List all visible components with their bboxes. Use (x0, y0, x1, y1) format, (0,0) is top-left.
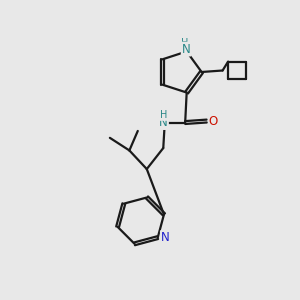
Text: H: H (182, 38, 189, 48)
Text: O: O (209, 115, 218, 128)
Text: N: N (161, 231, 170, 244)
Text: N: N (182, 43, 190, 56)
Text: N: N (159, 116, 168, 129)
Text: H: H (160, 110, 167, 120)
